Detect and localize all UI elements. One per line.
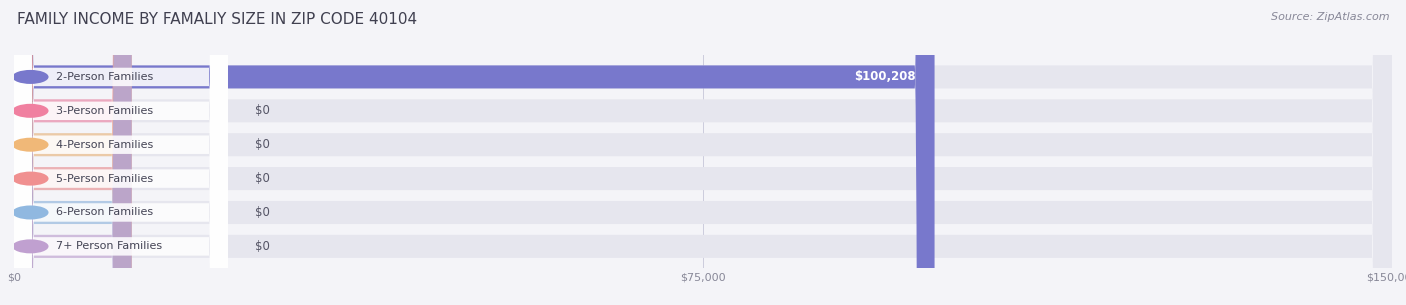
FancyBboxPatch shape bbox=[14, 0, 132, 305]
FancyBboxPatch shape bbox=[14, 0, 228, 305]
FancyBboxPatch shape bbox=[14, 0, 935, 305]
FancyBboxPatch shape bbox=[14, 0, 228, 305]
Text: $0: $0 bbox=[256, 172, 270, 185]
Text: 7+ Person Families: 7+ Person Families bbox=[56, 241, 162, 251]
FancyBboxPatch shape bbox=[14, 0, 132, 305]
Text: FAMILY INCOME BY FAMALIY SIZE IN ZIP CODE 40104: FAMILY INCOME BY FAMALIY SIZE IN ZIP COD… bbox=[17, 12, 418, 27]
Text: Source: ZipAtlas.com: Source: ZipAtlas.com bbox=[1271, 12, 1389, 22]
Text: $0: $0 bbox=[256, 206, 270, 219]
FancyBboxPatch shape bbox=[14, 0, 1392, 305]
FancyBboxPatch shape bbox=[14, 0, 1392, 305]
FancyBboxPatch shape bbox=[14, 0, 228, 305]
Text: 2-Person Families: 2-Person Families bbox=[56, 72, 153, 82]
FancyBboxPatch shape bbox=[14, 0, 1392, 305]
FancyBboxPatch shape bbox=[14, 0, 132, 305]
Text: $0: $0 bbox=[256, 104, 270, 117]
Ellipse shape bbox=[13, 239, 49, 253]
Ellipse shape bbox=[13, 70, 49, 84]
FancyBboxPatch shape bbox=[14, 0, 1392, 305]
Ellipse shape bbox=[13, 138, 49, 152]
FancyBboxPatch shape bbox=[14, 0, 228, 305]
Text: 5-Person Families: 5-Person Families bbox=[56, 174, 153, 184]
Text: 4-Person Families: 4-Person Families bbox=[56, 140, 153, 150]
FancyBboxPatch shape bbox=[14, 0, 132, 305]
FancyBboxPatch shape bbox=[14, 0, 1392, 305]
Text: $100,208: $100,208 bbox=[855, 70, 917, 84]
Text: 6-Person Families: 6-Person Families bbox=[56, 207, 153, 217]
FancyBboxPatch shape bbox=[14, 0, 1392, 305]
FancyBboxPatch shape bbox=[14, 0, 228, 305]
FancyBboxPatch shape bbox=[14, 0, 228, 305]
Ellipse shape bbox=[13, 104, 49, 118]
Ellipse shape bbox=[13, 206, 49, 220]
Text: $0: $0 bbox=[256, 240, 270, 253]
Text: $0: $0 bbox=[256, 138, 270, 151]
Text: 3-Person Families: 3-Person Families bbox=[56, 106, 153, 116]
Ellipse shape bbox=[13, 172, 49, 186]
FancyBboxPatch shape bbox=[14, 0, 132, 305]
